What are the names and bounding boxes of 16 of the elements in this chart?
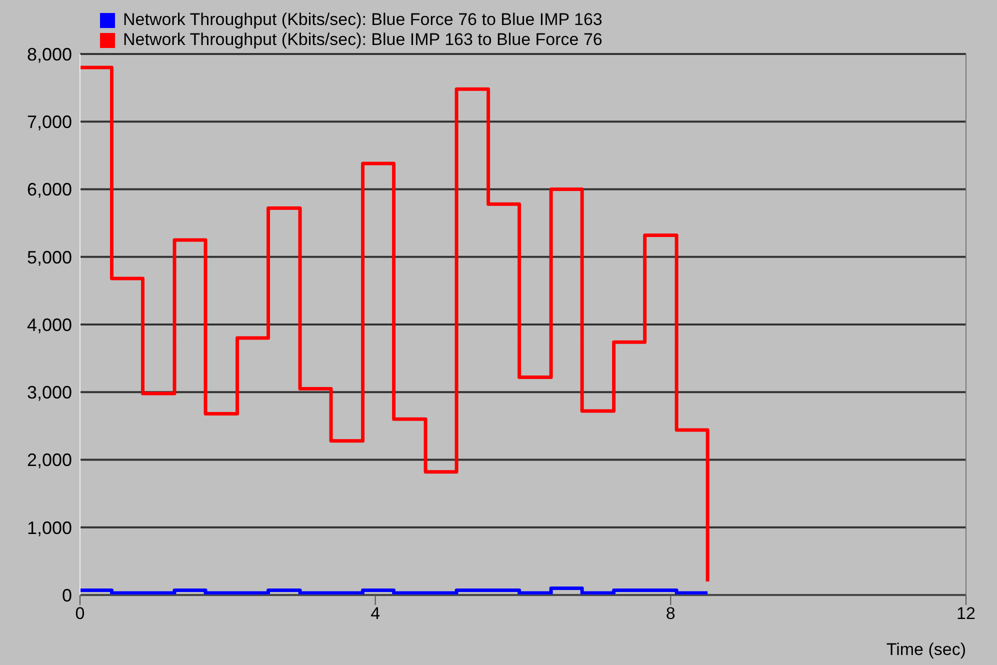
y-tick-label: 7,000 (26, 112, 72, 132)
y-tick-label: 4,000 (26, 314, 72, 335)
legend-label: Network Throughput (Kbits/sec): Blue Force 76 to Blue IMP 163 (123, 10, 602, 30)
x-axis-title: Time (sec) (886, 640, 966, 659)
y-tick-label: 8,000 (26, 44, 72, 64)
y-tick-label: 6,000 (26, 180, 72, 200)
y-tick-label: 0 (62, 585, 72, 606)
y-tick-label: 3,000 (26, 382, 72, 403)
y-tick-label: 5,000 (26, 247, 72, 268)
x-tick-label: 12 (956, 604, 976, 624)
x-tick-label: 4 (370, 604, 380, 624)
legend-label: Network Throughput (Kbits/sec): Blue IMP 163 to Blue Force 76 (123, 30, 602, 50)
x-tick-label: 0 (75, 604, 85, 624)
x-tick-label: 8 (666, 604, 676, 624)
y-tick-label: 1,000 (26, 518, 72, 538)
y-tick-label: 2,000 (26, 450, 72, 470)
